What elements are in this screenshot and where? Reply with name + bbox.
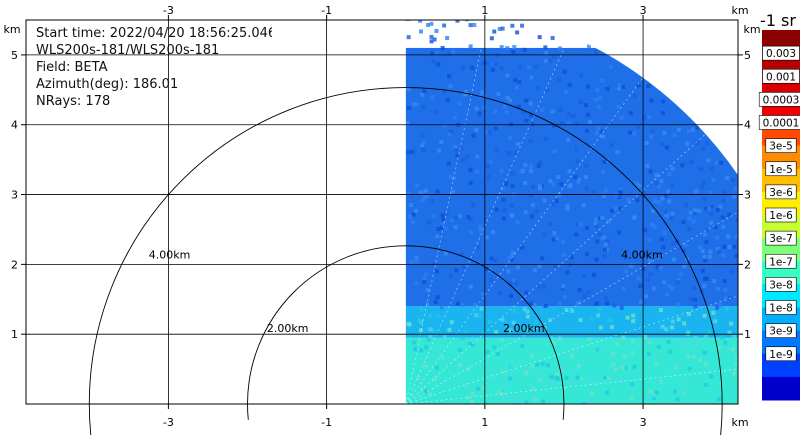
field-text: Field: BETA <box>36 60 108 75</box>
x-tick-label-top: 3 <box>640 4 647 17</box>
plot-frame <box>25 19 739 405</box>
sector-band-0 <box>405 337 738 404</box>
y-tick-label-right: 1 <box>744 328 751 341</box>
colorbar-label-box <box>765 323 797 338</box>
colorbar-label: 1e-6 <box>769 210 793 222</box>
scan-sector <box>405 20 738 404</box>
y-unit-label-right: km <box>743 23 760 36</box>
colorbar-segment-15 <box>762 376 800 401</box>
ray-line <box>405 35 571 404</box>
colorbar-label-box <box>758 92 800 107</box>
colorbar-label-box <box>765 300 797 315</box>
ray-line <box>405 202 738 404</box>
colorbar-label-box <box>765 161 797 177</box>
colorbar-label-box <box>765 207 797 223</box>
x-tick-label-bottom: 3 <box>640 416 647 429</box>
y-tick-label-left: 1 <box>11 328 18 341</box>
colorbar-title: -1 sr <box>760 11 796 30</box>
x-tick-label-bottom: 1 <box>481 416 488 429</box>
colorbar-label-box <box>765 138 797 153</box>
y-tick-label-left: 5 <box>11 49 18 62</box>
start-time-text: Start time: 2022/04/20 18:56:25.046 <box>36 26 272 41</box>
sector-bands <box>405 20 738 404</box>
y-tick-label-left: 2 <box>11 258 18 271</box>
axis-ticks: -3 -3 -1 -1 1 1 3 3 1 1 2 2 3 3 4 4 5 5 km km km km <box>3 4 760 429</box>
ray-line <box>405 20 490 404</box>
colorbar-label: 1e-7 <box>769 256 793 268</box>
ring-label: 4.00km <box>149 248 191 261</box>
y-unit-label-left: km <box>3 23 20 36</box>
colorbar-label: 3e-5 <box>769 141 793 153</box>
y-tick-label-right: 3 <box>744 189 751 202</box>
y-tick-label-left: 4 <box>11 119 18 132</box>
colorbar-label: 3e-8 <box>769 279 793 291</box>
x-tick-label-top: 1 <box>481 4 488 17</box>
range-ring-tail-left <box>247 403 249 420</box>
colorbar-label-box <box>765 253 797 269</box>
colorbar-label: 0.001 <box>766 71 796 83</box>
colorbar-label: 0.0003 <box>763 94 800 106</box>
azimuth-text: Azimuth(deg): 186.01 <box>36 77 179 92</box>
y-tick-label-right: 2 <box>744 258 751 271</box>
colorbar-label: 3e-7 <box>769 233 793 245</box>
x-unit-label-bottom: km <box>731 416 748 429</box>
x-tick-label-top: -1 <box>321 4 332 17</box>
info-box: Start time: 2022/04/20 18:56:25.046 WLS2… <box>26 22 272 116</box>
colorbar-label: 1e-9 <box>769 349 793 361</box>
sector-texture <box>405 20 738 404</box>
ray-line <box>405 279 738 404</box>
colorbar-label: 0.0001 <box>763 118 800 130</box>
colorbar-label-box <box>758 115 800 130</box>
colorbar-label-box <box>765 184 797 200</box>
range-ring-4 <box>88 87 723 405</box>
y-tick-label-left: 3 <box>11 189 18 202</box>
colorbar-label: 1e-5 <box>769 164 793 176</box>
instrument-text: WLS200s-181/WLS200s-181 <box>36 43 220 58</box>
ray-line <box>405 77 644 404</box>
ring-label: 2.00km <box>267 322 309 335</box>
range-ring-tail-right <box>720 403 723 435</box>
colorbar-label-box <box>765 230 797 246</box>
range-rings: 2.00km 2.00km 4.00km 4.00km <box>88 87 723 435</box>
range-ring-2 <box>247 245 565 405</box>
colorbar-label: 3e-6 <box>769 187 793 199</box>
colorbar-label-box <box>765 277 797 292</box>
x-tick-label-bottom: -1 <box>321 416 332 429</box>
range-ring-tail-left <box>88 403 92 435</box>
colorbar-label: 0.003 <box>766 48 796 60</box>
x-tick-label-top: -3 <box>163 4 174 17</box>
x-unit-label-top: km <box>731 4 748 17</box>
colorbar-label-box <box>765 346 797 362</box>
y-tick-label-right: 4 <box>744 119 751 132</box>
nrays-text: NRays: 178 <box>36 94 111 109</box>
ring-label: 4.00km <box>621 248 663 261</box>
grid <box>26 20 738 404</box>
colorbar-label: 1e-8 <box>769 303 793 315</box>
colorbar-label: 3e-9 <box>769 326 793 338</box>
ray-line <box>405 133 706 404</box>
x-tick-label-bottom: -3 <box>163 416 174 429</box>
ring-label: 2.00km <box>503 322 545 335</box>
colorbar: -1 sr 0.003 0.001 0.0003 0.0001 3e-5 1e-5 3e-6 1… <box>758 11 800 401</box>
ray-line <box>405 361 738 404</box>
y-tick-label-right: 5 <box>744 49 751 62</box>
range-ring-tail-right <box>562 403 565 420</box>
